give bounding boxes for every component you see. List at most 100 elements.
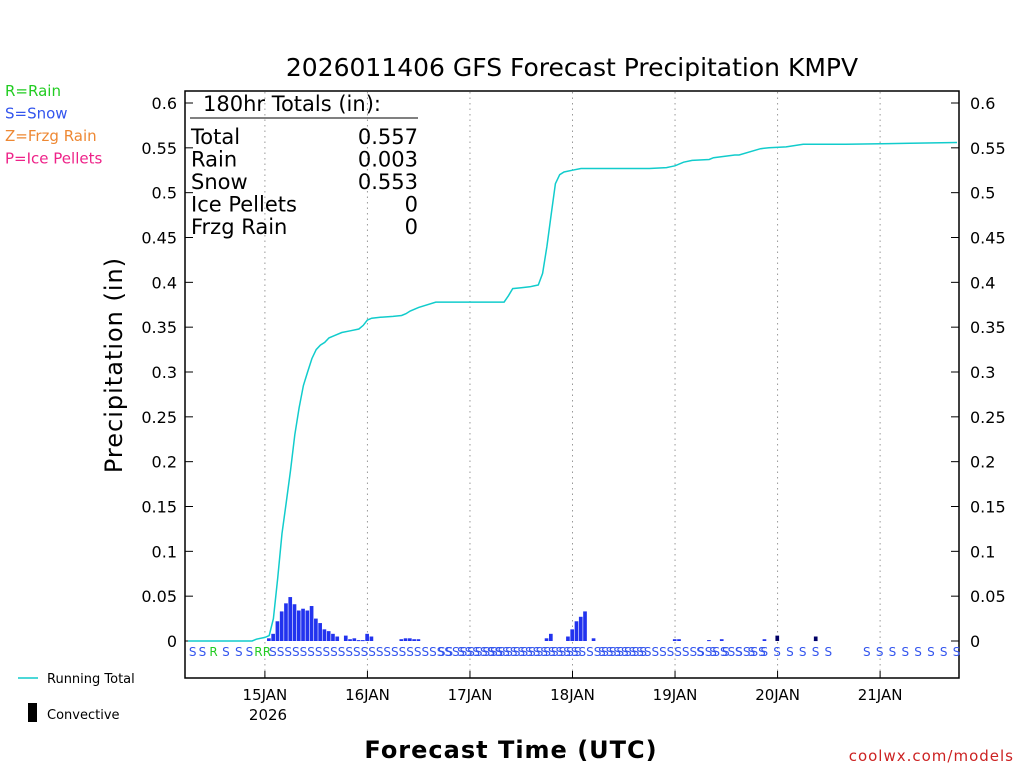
- y-tick-label-left: 0.3: [152, 363, 177, 382]
- precip-bar: [271, 633, 275, 641]
- precip-bar: [301, 608, 305, 641]
- ptype-label: SSSSSSSSSSSSSSSSSSSSS: [487, 645, 647, 659]
- ptype-label: SS: [438, 645, 453, 659]
- y-tick-label-right: 0.45: [970, 229, 1006, 248]
- legend-frzg-rain: Z=Frzg Rain: [5, 127, 97, 145]
- precip-bar: [335, 636, 340, 641]
- precip-bar: [318, 623, 322, 641]
- ptype-label: S: [825, 645, 833, 659]
- totals-label: Ice Pellets: [191, 193, 297, 217]
- ptype-label: S: [812, 645, 820, 659]
- precip-bar: [314, 618, 318, 641]
- ptype-label: S: [901, 645, 909, 659]
- y-tick-label-right: 0.55: [970, 139, 1006, 158]
- y-tick-label-right: 0: [970, 632, 980, 651]
- y-tick-label-left: 0.35: [141, 318, 177, 337]
- y-tick-label-left: 0.55: [141, 139, 177, 158]
- ptype-label: S: [876, 645, 884, 659]
- y-tick-label-left: 0.05: [141, 587, 177, 606]
- ptype-label: S: [773, 645, 781, 659]
- precip-bar: [399, 639, 404, 641]
- totals-label: Rain: [191, 148, 237, 172]
- totals-heading: 180hr Totals (in):: [203, 92, 381, 116]
- precip-bar: [309, 606, 314, 641]
- precip-bar: [279, 611, 284, 641]
- totals-value: 0: [405, 193, 418, 217]
- precip-bar: [369, 636, 374, 641]
- ptype-label: S: [748, 645, 756, 659]
- precip-bar: [677, 639, 681, 641]
- y-tick-label-right: 0.35: [970, 318, 1006, 337]
- precip-bar: [408, 638, 412, 641]
- precip-bar: [348, 639, 352, 641]
- precip-bar: [292, 604, 297, 641]
- ptype-label: S: [235, 645, 243, 659]
- precip-bar: [326, 631, 331, 641]
- ptype-label: S: [914, 645, 922, 659]
- precip-bar: [570, 629, 575, 641]
- x-axis-label: Forecast Time (UTC): [364, 736, 657, 764]
- precip-bar: [416, 639, 421, 641]
- y-tick-label-right: 0.3: [970, 363, 995, 382]
- ptype-label: S: [799, 645, 807, 659]
- y-tick-label-right: 0.5: [970, 184, 995, 203]
- totals-label: Total: [190, 125, 240, 149]
- y-tick-label-left: 0.5: [152, 184, 177, 203]
- precip-bar: [267, 638, 271, 641]
- convective-bar: [813, 636, 818, 641]
- x-tick-label: 20JAN: [755, 686, 800, 704]
- ptype-label: S: [863, 645, 871, 659]
- ptype-label: R: [209, 645, 217, 659]
- ptype-label: S: [722, 645, 730, 659]
- ptype-label: S: [189, 645, 197, 659]
- ptype-label: S: [246, 645, 254, 659]
- precip-bar: [583, 611, 587, 641]
- ptype-legend: R=Rain S=Snow Z=Frzg Rain P=Ice Pellets: [5, 82, 102, 168]
- totals-value: 0.553: [358, 170, 418, 194]
- precip-bar: [412, 639, 416, 641]
- x-axis: 15JAN 16JAN 17JAN 18JAN 19JAN 20JAN 21JAN: [243, 671, 902, 704]
- ptype-label: S: [696, 645, 704, 659]
- chart-title: 2026011406 GFS Forecast Precipitation KM…: [286, 53, 858, 82]
- ptype-label: SSSSSSSSSSSSSSSSSSSSSS: [598, 645, 766, 659]
- precip-bar: [322, 629, 327, 641]
- running-total-line: [188, 141, 958, 642]
- ptype-label: S: [889, 645, 897, 659]
- precip-bar: [403, 638, 408, 641]
- y-tick-label-right: 0.1: [970, 542, 995, 561]
- legend-snow: S=Snow: [5, 105, 68, 123]
- precip-bar: [719, 639, 724, 641]
- y-tick-label-left: 0.15: [141, 498, 177, 517]
- precip-bar: [549, 633, 553, 641]
- x-tick-label: 19JAN: [653, 686, 698, 704]
- convective-key-swatch: [28, 703, 37, 722]
- precip-bar: [356, 640, 361, 642]
- totals-label: Frzg Rain: [191, 215, 287, 239]
- y-tick-label-left: 0.45: [141, 229, 177, 248]
- ptype-label: S: [735, 645, 743, 659]
- totals-box: 180hr Totals (in): Total 0.557 Rain 0.003 Sn…: [190, 92, 418, 239]
- totals-value: 0.557: [358, 125, 418, 149]
- totals-value: 0.003: [358, 148, 418, 172]
- totals-value: 0: [405, 215, 418, 239]
- credit-link[interactable]: coolwx.com/models: [849, 747, 1014, 765]
- precip-bar: [578, 616, 583, 641]
- precip-bar: [296, 610, 301, 641]
- x-tick-label: 18JAN: [550, 686, 595, 704]
- precip-bar: [361, 640, 365, 642]
- y-tick-label-left: 0.25: [141, 408, 177, 427]
- ptype-label: S: [222, 645, 230, 659]
- ptype-label: S: [199, 645, 207, 659]
- precip-bar: [591, 638, 596, 641]
- running-total-key-label: Running Total: [47, 672, 135, 687]
- x-tick-label: 17JAN: [448, 686, 493, 704]
- y-tick-label-left: 0.6: [152, 94, 177, 113]
- ptype-label: S: [760, 645, 768, 659]
- year-label: 2026: [249, 706, 287, 724]
- y-tick-label-left: 0.4: [152, 273, 177, 292]
- ptype-label: SSSSSSSSSSSSSSSSSSSSSSSSSSSSSSSSSSSSSSSS…: [269, 645, 581, 659]
- ptype-label: S: [940, 645, 948, 659]
- ptype-labels: S S R S S S R RSSSSSSSSSSSSSSSSSSSSSSSSSSSSSSSS…: [189, 645, 960, 659]
- y-tick-label-left: 0.2: [152, 453, 177, 472]
